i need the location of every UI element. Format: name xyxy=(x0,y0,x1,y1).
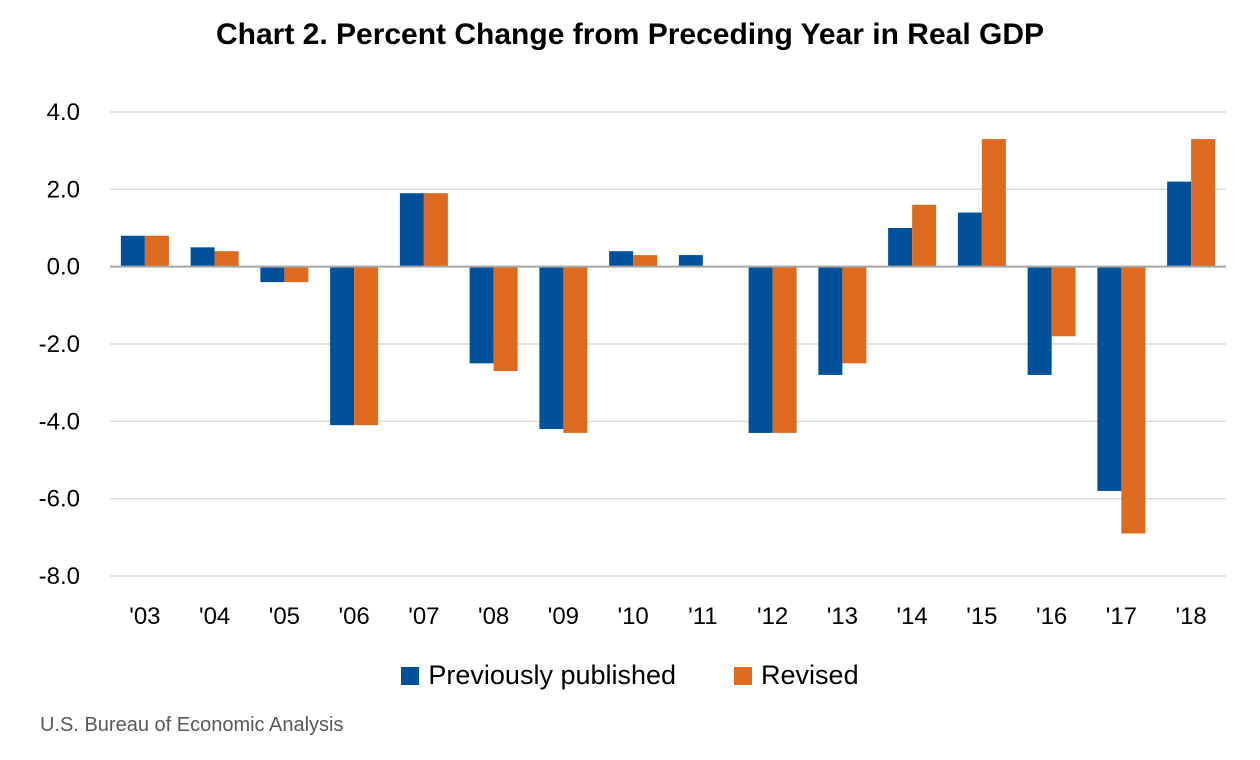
x-tick-label: '14 xyxy=(896,603,927,630)
legend-label-previously-published: Previously published xyxy=(428,660,677,690)
bar-revised xyxy=(1191,139,1216,267)
x-tick-label: '13 xyxy=(827,603,858,630)
bar-previously-published xyxy=(190,247,215,267)
bar-previously-published xyxy=(748,266,773,433)
bar-revised xyxy=(912,204,937,267)
y-tick-label: 0.0 xyxy=(47,254,80,281)
bar-previously-published xyxy=(399,193,424,267)
x-tick-label: '03 xyxy=(129,603,160,630)
bar-revised xyxy=(772,266,797,433)
bar-revised xyxy=(354,266,379,426)
bar-previously-published xyxy=(120,235,145,267)
bar-revised xyxy=(284,266,309,283)
legend-swatch-previously-published xyxy=(401,666,420,685)
bar-revised xyxy=(563,266,588,433)
x-tick-label: '09 xyxy=(548,603,579,630)
bar-revised xyxy=(423,193,448,267)
bar-previously-published xyxy=(260,266,285,283)
axes: 4.0 2.0 0.0 -2.0 -4.0 -6.0 -8.0 '03 '04 '05 '06 '07… xyxy=(39,99,1226,630)
x-tick-label: '12 xyxy=(757,603,788,630)
bar-previously-published xyxy=(1027,266,1052,375)
bar-previously-published xyxy=(330,266,355,426)
gridlines xyxy=(110,111,1226,577)
x-tick-label: '11 xyxy=(688,603,718,630)
bar-revised xyxy=(493,266,518,372)
bar-previously-published xyxy=(957,212,982,267)
bar-previously-published xyxy=(469,266,494,364)
x-tick-label: '16 xyxy=(1036,603,1067,630)
chart-title: Chart 2. Percent Change from Preceding Y… xyxy=(215,18,1045,51)
bar-previously-published xyxy=(539,266,564,430)
bar-revised xyxy=(1121,266,1146,534)
bar-previously-published xyxy=(609,251,634,267)
bar-chart: 4.0 2.0 0.0 -2.0 -4.0 -6.0 -8.0 '03 '04 '05 '06 '07… xyxy=(39,99,1226,630)
source-note: U.S. Bureau of Economic Analysis xyxy=(40,714,344,736)
legend-item-previously-published[interactable]: Previously published xyxy=(401,660,676,691)
bar-revised xyxy=(633,255,658,267)
x-tick-label: '06 xyxy=(338,603,369,630)
bar-previously-published xyxy=(818,266,843,375)
y-tick-label: -2.0 xyxy=(39,331,80,358)
bar-previously-published xyxy=(678,255,703,267)
y-tick-label: -6.0 xyxy=(39,486,80,513)
bar-revised xyxy=(214,251,239,267)
bar-previously-published xyxy=(888,228,913,267)
y-tick-label: 4.0 xyxy=(47,99,80,126)
legend-item-revised[interactable]: Revised xyxy=(734,660,859,691)
legend-label-revised: Revised xyxy=(761,660,859,690)
bars xyxy=(120,139,1216,534)
x-tick-label: '05 xyxy=(269,603,300,630)
bar-revised xyxy=(144,235,169,267)
x-tick-label: '07 xyxy=(408,603,439,630)
x-tick-label: '10 xyxy=(617,603,648,630)
y-tick-label: -8.0 xyxy=(39,563,80,590)
x-tick-label: '18 xyxy=(1175,603,1206,630)
bar-revised xyxy=(981,139,1006,267)
y-tick-label: 2.0 xyxy=(47,176,80,203)
bar-revised xyxy=(842,266,867,364)
bar-previously-published xyxy=(1167,181,1192,267)
legend: Previously published Revised xyxy=(0,660,1260,691)
bar-revised xyxy=(1051,266,1076,337)
x-tick-label: '15 xyxy=(966,603,997,630)
x-tick-label: '04 xyxy=(199,603,230,630)
bar-previously-published xyxy=(1097,266,1122,491)
y-tick-label: -4.0 xyxy=(39,408,80,435)
legend-swatch-revised xyxy=(734,666,753,685)
x-tick-label: '08 xyxy=(478,603,509,630)
x-tick-label: '17 xyxy=(1106,603,1137,630)
